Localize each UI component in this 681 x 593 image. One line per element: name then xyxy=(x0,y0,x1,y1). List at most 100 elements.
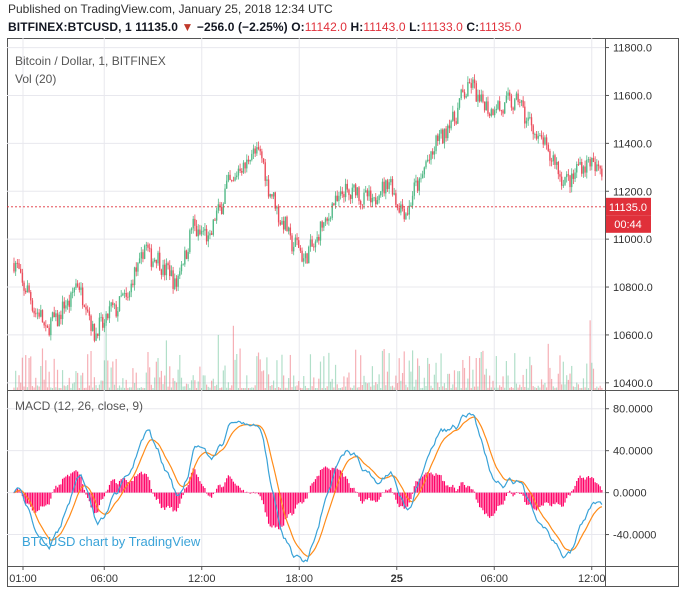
volume-bar xyxy=(506,361,507,390)
macd-hist-bar xyxy=(226,478,227,492)
candle-body xyxy=(208,235,209,241)
macd-hist-bar xyxy=(430,472,431,492)
candle-body xyxy=(193,219,194,229)
candle-body xyxy=(149,248,150,249)
volume-bar xyxy=(102,381,103,390)
candle-body xyxy=(497,101,498,109)
volume-bar xyxy=(516,384,517,390)
volume-bar xyxy=(131,387,132,390)
candle-body xyxy=(440,130,441,134)
volume-bar xyxy=(578,384,579,390)
candle-body xyxy=(462,90,463,93)
volume-bar xyxy=(137,388,138,390)
candle-body xyxy=(357,187,358,195)
candle-body xyxy=(164,265,165,276)
candle-body xyxy=(352,188,353,199)
volume-bar xyxy=(290,355,291,390)
candle-body xyxy=(124,293,125,294)
volume-bar xyxy=(353,385,354,390)
macd-hist-bar xyxy=(251,493,252,494)
candle-body xyxy=(271,194,272,196)
volume-bar xyxy=(523,375,524,390)
volume-bar xyxy=(85,388,86,390)
volume-bar xyxy=(583,378,584,390)
volume-bar xyxy=(576,383,577,390)
volume-bar xyxy=(171,388,172,390)
candle-body xyxy=(243,163,244,173)
volume-bar xyxy=(57,370,58,390)
macd-hist-bar xyxy=(452,485,453,493)
volume-bar xyxy=(561,384,562,390)
candle-body xyxy=(156,260,157,264)
volume-bar xyxy=(255,385,256,390)
macd-hist-bar xyxy=(266,493,267,517)
volume-bar xyxy=(489,376,490,390)
candle-body xyxy=(224,189,225,204)
volume-bar xyxy=(231,385,232,390)
candle-body xyxy=(538,136,539,139)
series-legend[interactable]: Bitcoin / Dollar, 1, BITFINEX xyxy=(15,54,166,68)
volume-bar xyxy=(531,365,532,390)
volume-bar xyxy=(328,353,329,390)
volume-bar xyxy=(59,388,60,390)
volume-bar xyxy=(228,382,229,390)
macd-hist-bar xyxy=(548,493,549,503)
candle-body xyxy=(229,175,230,180)
candle-body xyxy=(236,176,237,178)
volume-bar xyxy=(82,373,83,390)
volume-bar xyxy=(159,377,160,390)
candle-body xyxy=(100,317,101,318)
watermark[interactable]: BTCUSD chart by TradingView xyxy=(22,534,200,549)
candle-body xyxy=(70,293,71,307)
volume-bar xyxy=(95,385,96,390)
candle-body xyxy=(558,162,559,174)
candle-body xyxy=(362,204,363,205)
macd-legend[interactable]: MACD (12, 26, close, 9) xyxy=(15,399,143,413)
macd-hist-bar xyxy=(501,493,502,505)
macd-hist-bar xyxy=(471,489,472,492)
macd-hist-bar xyxy=(131,481,132,493)
volume-legend[interactable]: Vol (20) xyxy=(15,72,56,86)
candle-body xyxy=(563,185,564,186)
macd-hist-bar xyxy=(492,493,493,516)
candle-body xyxy=(161,270,162,275)
macd-hist-bar xyxy=(253,492,254,493)
candle-body xyxy=(139,258,140,263)
macd-hist-bar xyxy=(499,493,500,506)
macd-hist-bar xyxy=(70,473,71,492)
candle-body xyxy=(338,196,339,201)
volume-bar xyxy=(479,358,480,390)
chart-canvas[interactable]: 11800.011600.011400.011200.011000.010800… xyxy=(7,38,679,588)
volume-bar xyxy=(476,358,477,390)
candle-body xyxy=(486,101,487,110)
candle-body xyxy=(348,190,349,196)
open-label: O: xyxy=(291,20,305,34)
symbol-label[interactable]: BITFINEX:BTCUSD, 1 xyxy=(8,20,132,34)
macd-hist-bar xyxy=(362,493,363,504)
volume-bar xyxy=(348,373,349,390)
macd-hist-bar xyxy=(591,477,592,493)
volume-bar xyxy=(368,383,369,390)
candle-body xyxy=(326,218,327,220)
price-tick-label: 10600.0 xyxy=(613,330,653,342)
candle-body xyxy=(489,114,490,116)
volume-bar xyxy=(395,376,396,390)
volume-bar xyxy=(124,388,125,390)
volume-bar xyxy=(55,387,56,390)
candle-body xyxy=(270,194,271,196)
volume-bar xyxy=(295,386,296,390)
volume-bar xyxy=(234,360,235,390)
volume-bar xyxy=(549,368,550,390)
volume-bar xyxy=(343,376,344,390)
macd-hist-bar xyxy=(303,493,304,503)
candle-body xyxy=(23,283,24,291)
candle-body xyxy=(117,311,118,316)
volume-bar xyxy=(154,378,155,390)
macd-hist-bar xyxy=(593,478,594,492)
candle-body xyxy=(85,307,86,310)
volume-bar xyxy=(156,362,157,390)
volume-bar xyxy=(405,385,406,390)
candle-body xyxy=(38,313,39,317)
volume-bar xyxy=(122,378,123,390)
